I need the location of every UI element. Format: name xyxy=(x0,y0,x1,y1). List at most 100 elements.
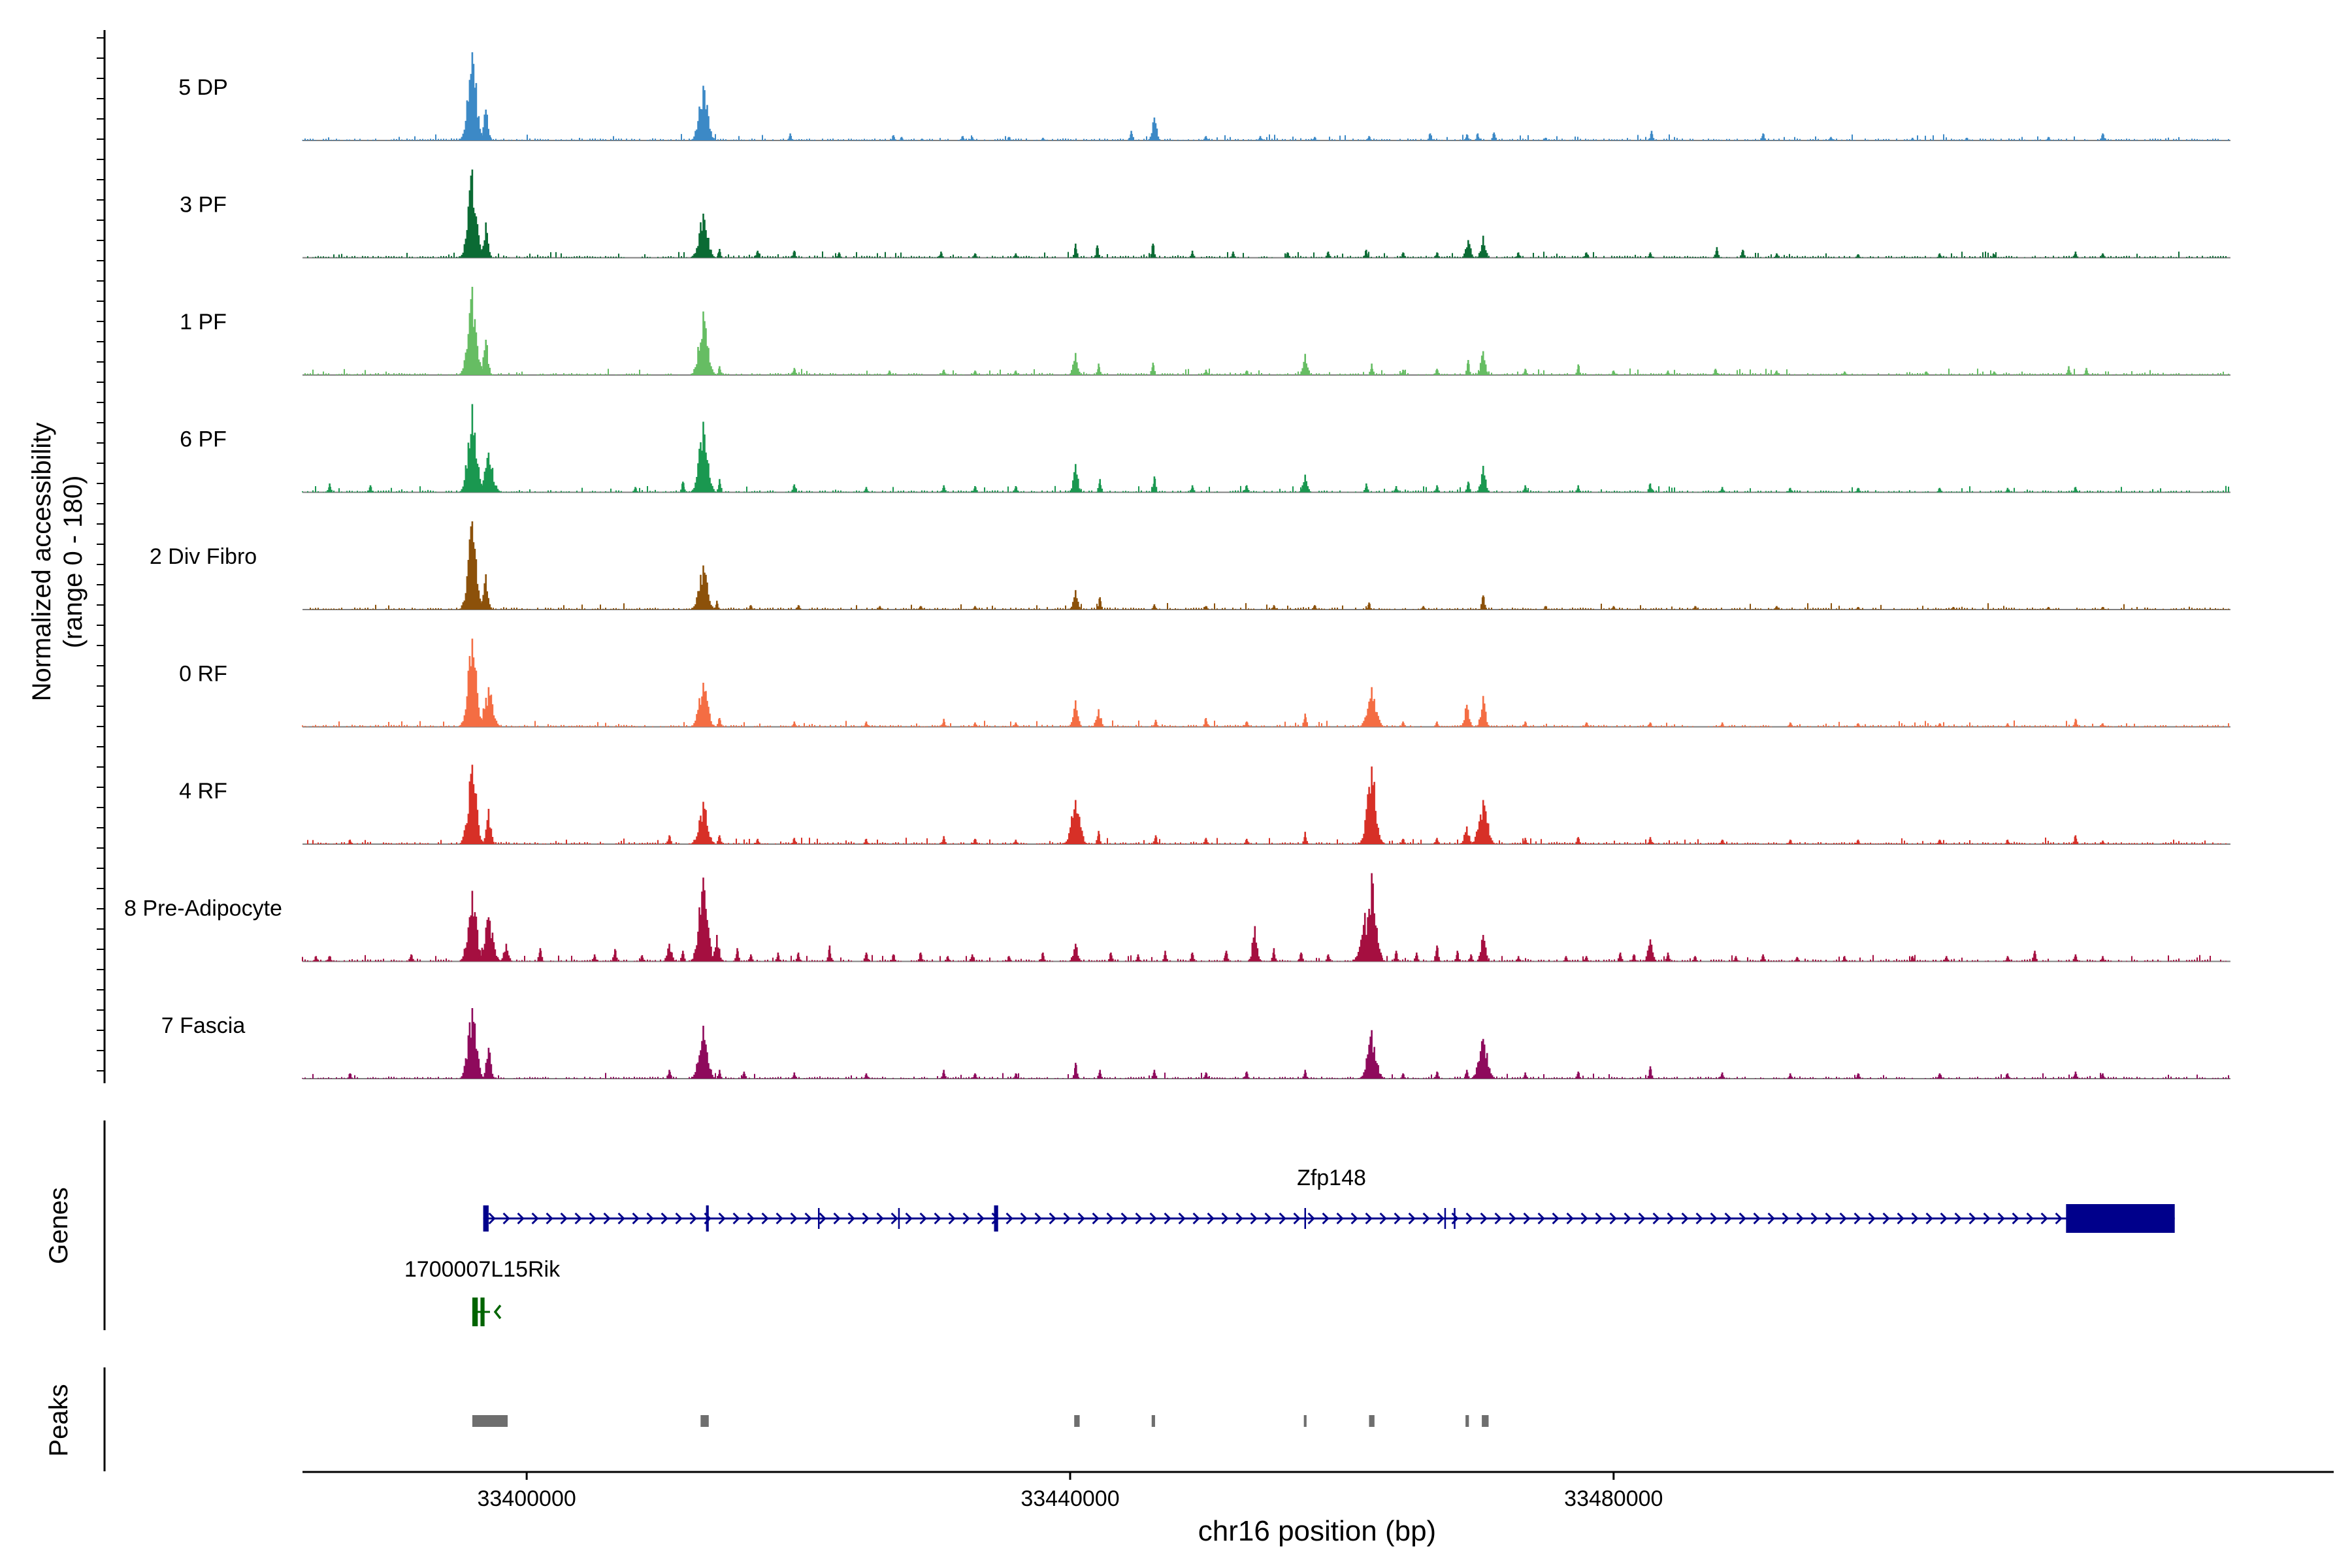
x-axis-title: chr16 position (bp) xyxy=(1198,1515,1436,1547)
coverage-peak xyxy=(717,718,723,727)
coverage-peak xyxy=(2004,487,2011,493)
coverage-peak xyxy=(500,943,513,962)
coverage-peak xyxy=(1475,133,1481,140)
coverage-peak xyxy=(1096,597,1103,610)
coverage-peak xyxy=(478,340,493,375)
coverage-peak xyxy=(1203,718,1209,727)
coverage-peak xyxy=(1787,840,1793,844)
coverage-peak xyxy=(2072,1071,2079,1079)
coverage-peak xyxy=(1189,953,1196,962)
coverage-peak xyxy=(1842,371,1848,375)
coverage-peak xyxy=(1108,953,1114,962)
coverage-peak xyxy=(1302,713,1308,727)
coverage-peak xyxy=(482,1047,497,1079)
coverage-peak xyxy=(748,954,754,962)
coverage-peak xyxy=(1006,956,1012,962)
track-label: 7 Fascia xyxy=(161,1013,246,1038)
coverage-peak xyxy=(972,606,978,610)
coverage-peak xyxy=(972,370,978,375)
coverage-peak xyxy=(480,574,493,610)
coverage-peak xyxy=(1477,935,1490,962)
coverage-peak xyxy=(1093,245,1102,258)
track-2-div-fibro: 2 Div Fibro xyxy=(150,521,2230,610)
coverage-peak xyxy=(1719,487,1725,493)
coverage-peak xyxy=(715,479,723,493)
coverage-peak xyxy=(1400,252,1406,258)
coverage-peak xyxy=(2004,1073,2011,1079)
coverage-peak xyxy=(1366,602,1372,610)
coverage-peak xyxy=(960,136,966,140)
coverage-peak xyxy=(1230,252,1236,258)
coverage-peak xyxy=(1299,353,1311,375)
coverage-peak xyxy=(537,948,545,962)
coverage-peak xyxy=(2100,133,2106,140)
coverage-peak xyxy=(1434,252,1440,258)
coverage-peak xyxy=(1013,722,1019,727)
coverage-peak xyxy=(1692,606,1698,610)
coverage-peak xyxy=(666,1070,672,1079)
coverage-peak xyxy=(1271,605,1277,610)
coverage-peak xyxy=(1855,840,1861,844)
coverage-peak xyxy=(1787,487,1793,493)
track-8-pre-adipocyte: 8 Pre-Adipocyte xyxy=(124,873,2230,962)
coverage-peak xyxy=(741,1071,747,1079)
coverage-peak xyxy=(663,943,676,962)
coverage-peak xyxy=(969,137,975,140)
coverage-peak xyxy=(1203,1072,1209,1079)
coverage-peak xyxy=(1427,133,1433,140)
coverage-peak xyxy=(1936,840,1943,844)
peak-region xyxy=(1482,1415,1489,1427)
coverage-peak xyxy=(734,948,740,962)
coverage-peak xyxy=(1070,590,1082,610)
coverage-peak xyxy=(1522,368,1528,375)
coverage-peak xyxy=(1400,369,1406,375)
coverage-peak xyxy=(1151,604,1158,610)
coverage-peak xyxy=(1150,476,1159,493)
coverage-peak xyxy=(1203,838,1209,844)
y-axis-ticks xyxy=(97,37,105,1071)
coverage-peak xyxy=(1491,132,1497,140)
coverage-peak xyxy=(1787,1073,1793,1079)
coverage-peak xyxy=(691,565,716,610)
coverage-peak xyxy=(1936,487,1943,493)
gene-label: 1700007L15Rik xyxy=(404,1257,561,1282)
coverage-peak xyxy=(717,835,723,844)
coverage-peak xyxy=(1760,954,1766,962)
coverage-peak xyxy=(917,953,924,962)
coverage-peak xyxy=(1298,953,1304,962)
coverage-peak xyxy=(1135,954,1141,962)
coverage-peak xyxy=(2072,954,2079,962)
coverage-peak xyxy=(1774,370,1780,375)
coverage-peak xyxy=(480,109,492,140)
track-3-pf: 3 PF xyxy=(180,169,2230,259)
coverage-peak xyxy=(1719,1072,1725,1079)
coverage-peak xyxy=(1646,1066,1654,1079)
coverage-peak xyxy=(1096,363,1103,375)
coverage-peak xyxy=(1468,954,1474,962)
coverage-peak xyxy=(1855,487,1861,493)
coverage-peak xyxy=(1359,873,1386,962)
coverage-peak xyxy=(1150,243,1158,258)
coverage-peak xyxy=(1152,835,1159,844)
coverage-peak xyxy=(1152,719,1159,727)
track-4-rf: 4 RF xyxy=(179,764,2230,845)
coverage-peak xyxy=(1148,117,1161,140)
coverage-peak xyxy=(791,250,798,258)
peak-region xyxy=(472,1415,508,1427)
coverage-peak xyxy=(1522,1072,1528,1079)
coverage-peak xyxy=(1522,721,1528,727)
coverage-peak xyxy=(717,366,723,375)
coverage-peak xyxy=(755,250,760,258)
coverage-peak xyxy=(691,214,716,258)
gene-exon xyxy=(472,1298,478,1326)
coverage-peak xyxy=(476,687,502,727)
coverage-peak xyxy=(1070,464,1083,493)
x-tick-label: 33400000 xyxy=(477,1486,576,1511)
coverage-peak xyxy=(1070,353,1082,375)
coverage-peak xyxy=(1092,709,1105,727)
coverage-peak xyxy=(408,954,414,962)
coverage-peak xyxy=(898,137,905,140)
gene-exon xyxy=(2066,1204,2175,1233)
coverage-peak xyxy=(717,249,723,258)
coverage-peak xyxy=(1070,943,1082,962)
